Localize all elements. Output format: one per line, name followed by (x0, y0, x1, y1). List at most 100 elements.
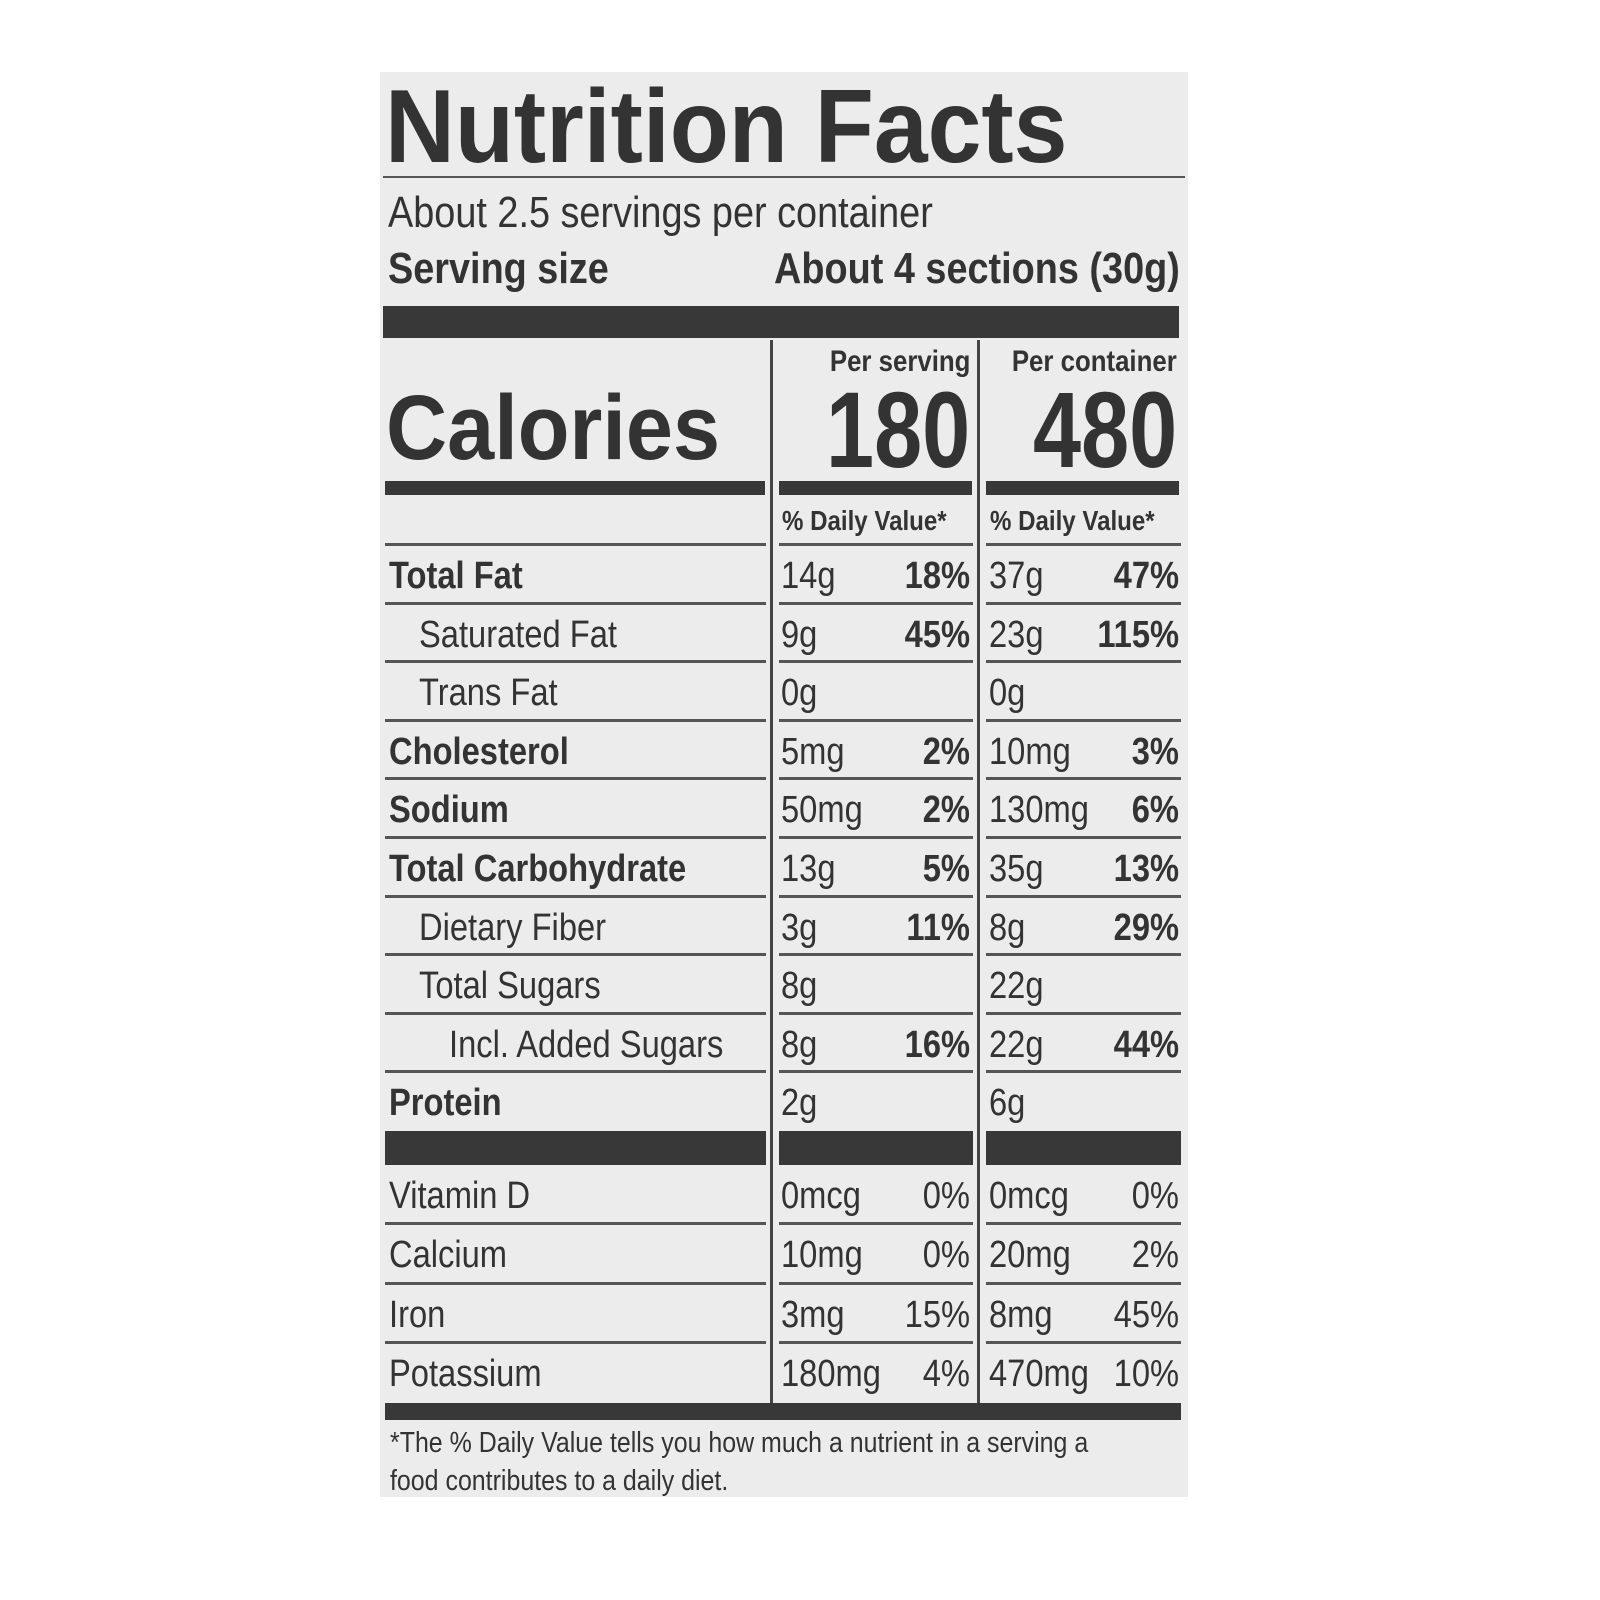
serving-amount: 0mcg (781, 1171, 874, 1221)
dv-text: 115% (1097, 614, 1179, 656)
footnote-line: *The % Daily Value tells you how much a … (390, 1427, 1089, 1459)
row-divider (779, 836, 973, 839)
nutrient-name-text: Total Fat (389, 555, 523, 597)
row-divider (385, 895, 766, 898)
nutrient-name: Sodium (389, 785, 528, 835)
nutrient-name-text: Iron (389, 1294, 446, 1336)
nutrient-name-text: Protein (389, 1082, 502, 1124)
nutrient-name: Cholesterol (389, 727, 598, 777)
row-divider (385, 1070, 766, 1073)
container-amount: 0g (989, 668, 1031, 718)
amount-text: 3mg (781, 1294, 845, 1336)
row-divider (385, 543, 766, 546)
container-amount: 22g (989, 961, 1052, 1011)
row-divider (385, 1282, 766, 1285)
serving-dv: 0% (915, 1230, 970, 1280)
row-divider (779, 1222, 973, 1225)
dv-text: 6% (1131, 789, 1179, 831)
dv-header-container: % Daily Value* (990, 504, 1181, 538)
dv-text: 45% (1113, 1294, 1179, 1336)
calories-divider (779, 481, 972, 495)
dv-text: 45% (904, 614, 970, 656)
nutrient-name-text: Sodium (389, 789, 509, 831)
container-dv: 3% (1124, 727, 1179, 777)
nutrient-name-text: Vitamin D (389, 1175, 531, 1217)
serving-amount: 2g (781, 1078, 823, 1128)
dv-text: 2% (922, 789, 970, 831)
row-divider (779, 602, 973, 605)
row-divider (986, 777, 1181, 780)
serving-dv: 18% (894, 551, 970, 601)
amount-text: 8g (989, 907, 1026, 949)
amount-text: 5mg (781, 731, 845, 773)
row-divider (986, 1282, 1181, 1285)
container-amount: 8mg (989, 1290, 1063, 1340)
thick-divider (383, 306, 1179, 338)
row-divider (385, 719, 766, 722)
container-amount: 22g (989, 1020, 1052, 1070)
row-divider (385, 1222, 766, 1225)
row-divider (385, 1012, 766, 1015)
footnote: *The % Daily Value tells you how much a … (390, 1424, 1202, 1500)
container-dv: 44% (1103, 1020, 1179, 1070)
nutrient-name-text: Cholesterol (389, 731, 569, 773)
serving-amount: 5mg (781, 727, 855, 777)
nutrient-name: Iron (389, 1290, 454, 1340)
container-dv: 0% (1124, 1171, 1179, 1221)
dv-text: 47% (1113, 555, 1179, 597)
row-divider (779, 777, 973, 780)
dv-text: 3% (1131, 731, 1179, 773)
row-divider (779, 543, 973, 546)
amount-text: 3g (781, 907, 818, 949)
serving-dv: 11% (896, 903, 970, 953)
dv-text: 15% (904, 1294, 970, 1336)
row-divider (779, 1070, 973, 1073)
amount-text: 10mg (989, 731, 1071, 773)
container-amount: 35g (989, 844, 1052, 894)
dv-text: 0% (922, 1175, 970, 1217)
amount-text: 22g (989, 965, 1044, 1007)
calories-divider (385, 481, 765, 495)
calories-divider (986, 481, 1179, 495)
serving-dv: 45% (894, 610, 970, 660)
per-container-header: Per container (985, 344, 1177, 380)
row-divider (986, 1222, 1181, 1225)
nutrient-name: Protein (389, 1078, 520, 1128)
row-divider (986, 660, 1181, 663)
row-divider (779, 1282, 973, 1285)
serving-size-value-text: About 4 sections (30g) (774, 244, 1180, 293)
dv-text: 11% (906, 907, 970, 949)
container-dv: 13% (1103, 844, 1179, 894)
serving-amount: 8g (781, 1020, 823, 1070)
column-divider (770, 340, 773, 1403)
container-amount: 20mg (989, 1230, 1084, 1280)
calories-label: Calories (386, 378, 749, 478)
container-amount: 470mg (989, 1349, 1105, 1399)
serving-dv: 0% (915, 1171, 970, 1221)
nutrient-name: Total Fat (389, 551, 545, 601)
serving-dv: 15% (894, 1290, 970, 1340)
amount-text: 8g (781, 965, 818, 1007)
nutrient-name: Incl. Added Sugars (449, 1020, 768, 1070)
row-divider (986, 953, 1181, 956)
row-divider (986, 602, 1181, 605)
nutrient-name: Trans Fat (419, 668, 580, 718)
nutrient-name-text: Dietary Fiber (419, 907, 607, 949)
thick-divider (986, 1131, 1181, 1165)
container-dv: 10% (1103, 1349, 1179, 1399)
container-amount: 6g (989, 1078, 1031, 1128)
amount-text: 130mg (989, 789, 1089, 831)
servings-text: About 2.5 servings per container (388, 188, 933, 237)
dv-text: 5% (922, 848, 970, 890)
divider (383, 176, 1185, 178)
row-divider (986, 895, 1181, 898)
amount-text: 14g (781, 555, 836, 597)
amount-text: 10mg (781, 1234, 863, 1276)
calories-label-text: Calories (386, 377, 721, 479)
dv-text: 10% (1113, 1353, 1179, 1395)
nutrient-name: Total Carbohydrate (389, 844, 735, 894)
title-text: Nutrition Facts (385, 69, 1068, 185)
nutrient-name: Calcium (389, 1230, 526, 1280)
thick-divider (779, 1131, 973, 1165)
nutrient-name-text: Potassium (389, 1353, 542, 1395)
